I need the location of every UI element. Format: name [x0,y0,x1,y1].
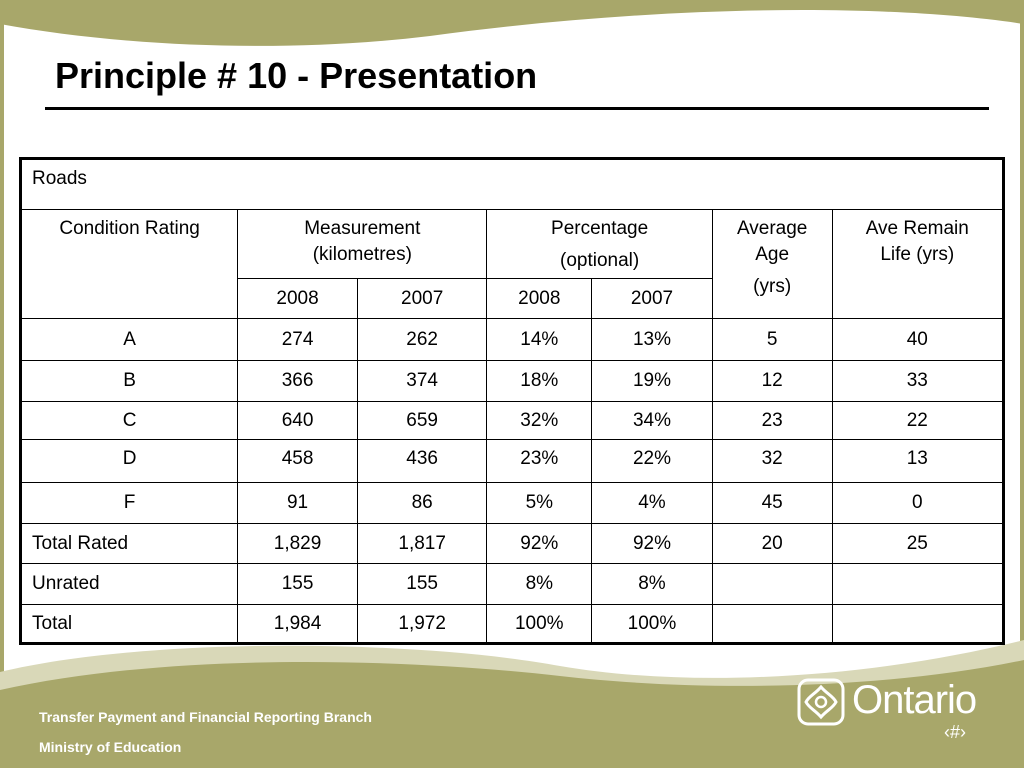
cell-measurement-2008: 640 [237,401,358,440]
table-row: B 366 374 18% 19% 12 33 [19,360,1005,402]
cell-ave-remain-life: 13 [831,439,1005,483]
cell-rating: A [19,318,239,361]
cell-ave-remain-life: 33 [831,360,1005,402]
table-row: C 640 659 32% 34% 23 22 [19,401,1005,440]
cell-measurement-2008: 366 [237,360,358,402]
cell-rating: Total [19,604,239,644]
cell-measurement-2007: 262 [356,318,488,361]
cell-ave-remain-life: 40 [831,318,1005,361]
ontario-trillium-logo-icon [797,678,845,726]
cell-percentage-2008: 8% [486,563,593,605]
cell-percentage-2007: 13% [591,318,713,361]
table-row: F 91 86 5% 4% 45 0 [19,482,1005,524]
cell-percentage-2007: 8% [591,563,713,605]
cell-percentage-2007: 22% [591,439,713,483]
cell-percentage-2008: 23% [486,439,593,483]
cell-percentage-2008: 100% [486,604,593,644]
cell-ave-remain-life [831,563,1005,605]
cell-measurement-2007: 659 [356,401,488,440]
subheader-measurement-2008: 2008 [237,278,358,319]
cell-measurement-2008: 91 [237,482,358,524]
slide-title: Principle # 10 - Presentation [55,55,538,96]
cell-average-age: 45 [711,482,833,524]
cell-percentage-2008: 14% [486,318,593,361]
cell-measurement-2008: 274 [237,318,358,361]
cell-measurement-2007: 155 [356,563,488,605]
subheader-measurement-2007: 2007 [356,278,488,319]
table-row: Total 1,984 1,972 100% 100% [19,604,1005,644]
cell-measurement-2007: 374 [356,360,488,402]
ontario-brand: Ontario [852,678,977,722]
footer-ministry: Ministry of Education [39,739,182,755]
cell-average-age [711,563,833,605]
cell-percentage-2007: 4% [591,482,713,524]
table-row: D 458 436 23% 22% 32 13 [19,439,1005,483]
header-condition-rating: Condition Rating [19,209,239,319]
cell-percentage-2008: 32% [486,401,593,440]
cell-rating: B [19,360,239,402]
cell-measurement-2007: 86 [356,482,488,524]
cell-rating: Unrated [19,563,239,605]
cell-percentage-2008: 92% [486,523,593,564]
cell-percentage-2007: 34% [591,401,713,440]
cell-rating: F [19,482,239,524]
cell-measurement-2008: 458 [237,439,358,483]
table-caption: Roads [20,158,1004,210]
page-number: ‹#› [944,722,966,742]
footer-branch: Transfer Payment and Financial Reporting… [39,709,372,725]
cell-measurement-2008: 155 [237,563,358,605]
header-average-age: Average Age (yrs) [711,209,833,319]
header-row: Condition Rating Measurement (kilometres… [19,209,1005,319]
cell-percentage-2007: 100% [591,604,713,644]
cell-ave-remain-life: 22 [831,401,1005,440]
cell-measurement-2008: 1,984 [237,604,358,644]
cell-rating: Total Rated [19,523,239,564]
table-row: A 274 262 14% 13% 5 40 [19,318,1005,361]
cell-average-age: 20 [711,523,833,564]
subheader-percentage-2008: 2008 [486,278,593,319]
table-caption-row: Roads [20,158,1004,210]
cell-measurement-2007: 1,972 [356,604,488,644]
table-row: Unrated 155 155 8% 8% [19,563,1005,605]
cell-percentage-2008: 18% [486,360,593,402]
cell-average-age: 23 [711,401,833,440]
cell-average-age [711,604,833,644]
cell-average-age: 32 [711,439,833,483]
subheader-percentage-2007: 2007 [591,278,713,319]
roads-table: Roads Condition Rating Measurement (kilo… [19,157,1005,645]
cell-average-age: 12 [711,360,833,402]
header-measurement: Measurement (kilometres) [237,209,488,279]
cell-average-age: 5 [711,318,833,361]
title-divider [45,107,989,110]
cell-ave-remain-life [831,604,1005,644]
header-percentage: Percentage (optional) [486,209,713,279]
cell-percentage-2007: 19% [591,360,713,402]
cell-percentage-2007: 92% [591,523,713,564]
cell-measurement-2007: 436 [356,439,488,483]
cell-rating: D [19,439,239,483]
cell-measurement-2008: 1,829 [237,523,358,564]
cell-rating: C [19,401,239,440]
cell-measurement-2007: 1,817 [356,523,488,564]
header-ave-remain-life: Ave Remain Life (yrs) [831,209,1005,319]
cell-ave-remain-life: 0 [831,482,1005,524]
cell-ave-remain-life: 25 [831,523,1005,564]
cell-percentage-2008: 5% [486,482,593,524]
table-row: Total Rated 1,829 1,817 92% 92% 20 25 [19,523,1005,564]
subheader-row: 2008 2007 2008 2007 [21,278,1004,319]
